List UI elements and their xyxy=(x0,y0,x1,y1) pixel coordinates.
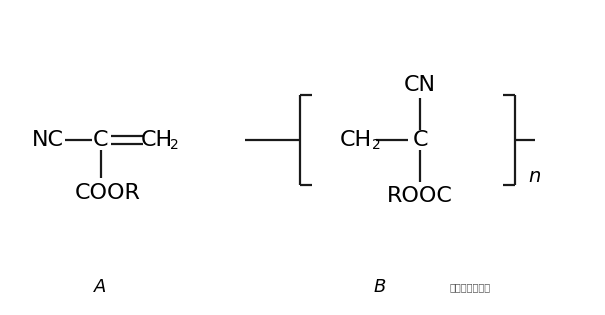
Text: 2: 2 xyxy=(170,138,178,152)
Text: CN: CN xyxy=(404,75,436,95)
Text: C: C xyxy=(412,130,428,150)
Text: C: C xyxy=(93,130,109,150)
Text: 一起学统计工具: 一起学统计工具 xyxy=(450,282,491,292)
Text: ROOC: ROOC xyxy=(387,186,453,206)
Text: NC: NC xyxy=(32,130,64,150)
Text: n: n xyxy=(528,168,540,186)
Text: 2: 2 xyxy=(372,138,381,152)
Text: B: B xyxy=(374,278,386,296)
Text: A: A xyxy=(94,278,106,296)
Text: CH: CH xyxy=(141,130,173,150)
Text: COOR: COOR xyxy=(75,183,141,203)
Text: CH: CH xyxy=(340,130,372,150)
